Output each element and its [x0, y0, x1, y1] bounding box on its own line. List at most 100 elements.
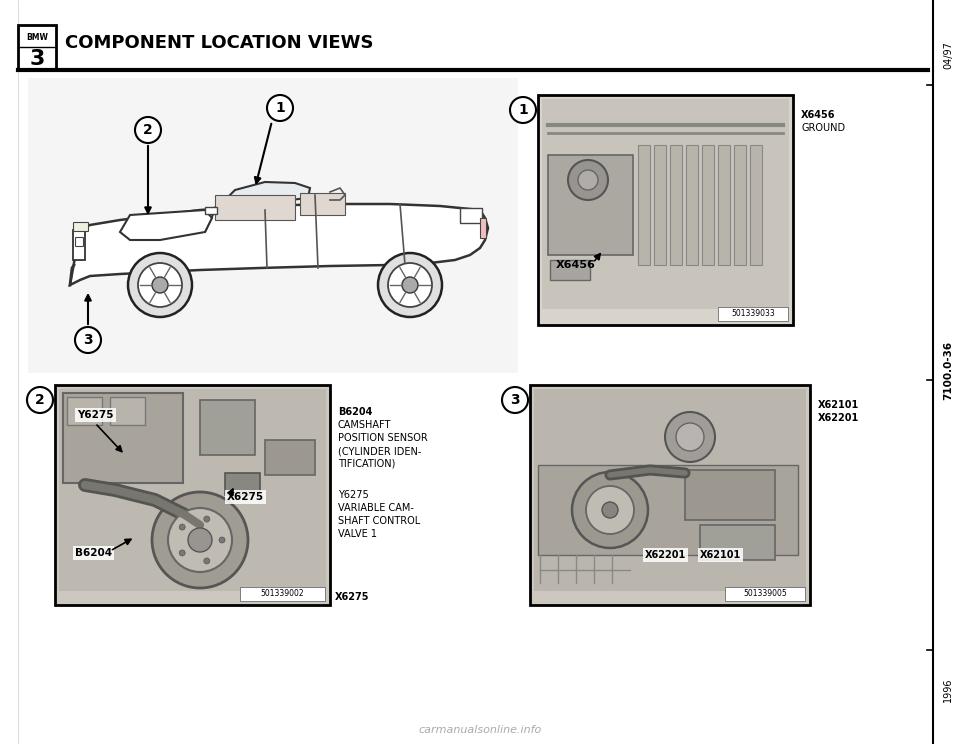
Circle shape [502, 387, 528, 413]
Bar [73, 230, 85, 260]
Text: carmanualsonline.info: carmanualsonline.info [419, 725, 541, 735]
Circle shape [568, 160, 608, 200]
Circle shape [128, 253, 192, 317]
Text: 7100.0-36: 7100.0-36 [943, 341, 953, 400]
Text: 1: 1 [276, 101, 285, 115]
Text: 3: 3 [510, 393, 519, 407]
Text: 3: 3 [84, 333, 93, 347]
Bar [750, 145, 762, 265]
Bar [28, 78, 518, 373]
Text: 2: 2 [143, 123, 153, 137]
Bar [480, 218, 486, 238]
Text: 501339005: 501339005 [743, 589, 787, 598]
Circle shape [586, 486, 634, 534]
Bar [200, 400, 255, 455]
Circle shape [602, 502, 618, 518]
Text: (CYLINDER IDEN-: (CYLINDER IDEN- [338, 446, 421, 456]
Circle shape [676, 423, 704, 451]
Text: 04/97: 04/97 [943, 41, 953, 69]
Bar [205, 207, 217, 214]
Text: 501339033: 501339033 [732, 310, 775, 318]
Circle shape [510, 97, 536, 123]
Bar [538, 95, 793, 325]
Circle shape [578, 170, 598, 190]
Circle shape [152, 492, 248, 588]
Polygon shape [205, 182, 310, 232]
Text: X6456: X6456 [556, 260, 596, 270]
Bar [718, 145, 730, 265]
Bar [530, 385, 810, 605]
Bar [215, 195, 295, 220]
Circle shape [135, 117, 161, 143]
Bar [685, 470, 775, 520]
Bar [55, 385, 330, 605]
Text: GROUND: GROUND [801, 123, 845, 133]
Circle shape [180, 550, 185, 556]
Bar [300, 193, 345, 215]
Circle shape [388, 263, 432, 307]
Text: X62201: X62201 [818, 413, 859, 423]
Text: Y6275: Y6275 [338, 490, 369, 500]
Bar [240, 587, 325, 601]
Circle shape [378, 253, 442, 317]
Circle shape [138, 263, 182, 307]
FancyBboxPatch shape [74, 222, 88, 231]
Text: COMPONENT LOCATION VIEWS: COMPONENT LOCATION VIEWS [65, 34, 373, 52]
Bar [59, 389, 326, 591]
Circle shape [152, 277, 168, 293]
Bar [265, 440, 315, 475]
Bar [542, 99, 789, 309]
Bar [67, 397, 102, 425]
Bar [225, 473, 260, 495]
Circle shape [168, 508, 232, 572]
Circle shape [572, 472, 648, 548]
Text: X6456: X6456 [801, 110, 835, 120]
Text: B6204: B6204 [338, 407, 372, 417]
Circle shape [267, 95, 293, 121]
Bar [538, 465, 798, 555]
Circle shape [219, 537, 225, 543]
Circle shape [180, 524, 185, 530]
Circle shape [402, 277, 418, 293]
Bar [18, 25, 56, 70]
Bar [110, 397, 145, 425]
Text: VARIABLE CAM-: VARIABLE CAM- [338, 503, 414, 513]
FancyBboxPatch shape [76, 237, 84, 246]
Text: 501339002: 501339002 [260, 589, 303, 598]
Text: POSITION SENSOR: POSITION SENSOR [338, 433, 428, 443]
Bar [686, 145, 698, 265]
Circle shape [204, 516, 210, 522]
Text: X62101: X62101 [818, 400, 859, 410]
Bar [734, 145, 746, 265]
Text: X62201: X62201 [645, 550, 686, 560]
Bar [534, 389, 806, 591]
Text: TIFICATION): TIFICATION) [338, 459, 396, 469]
Circle shape [75, 327, 101, 353]
Text: 3: 3 [30, 49, 45, 69]
Text: X6275: X6275 [227, 492, 264, 502]
Circle shape [204, 558, 210, 564]
Bar [654, 145, 666, 265]
Circle shape [665, 412, 715, 462]
Text: Y6275: Y6275 [77, 410, 113, 420]
Bar [702, 145, 714, 265]
Text: 1996: 1996 [943, 678, 953, 702]
Bar [460, 208, 482, 223]
Circle shape [188, 528, 212, 552]
Text: VALVE 1: VALVE 1 [338, 529, 377, 539]
Bar [700, 525, 775, 560]
Text: X6275: X6275 [335, 592, 370, 602]
Bar [548, 155, 633, 255]
Bar [638, 145, 650, 265]
Polygon shape [120, 210, 212, 240]
Text: SHAFT CONTROL: SHAFT CONTROL [338, 516, 420, 526]
Text: X62101: X62101 [700, 550, 741, 560]
Text: BMW: BMW [26, 33, 48, 42]
Polygon shape [70, 204, 488, 285]
Text: B6204: B6204 [75, 548, 112, 558]
Circle shape [27, 387, 53, 413]
Bar [670, 145, 682, 265]
Text: 1: 1 [518, 103, 528, 117]
Bar [550, 260, 590, 280]
Bar [718, 307, 788, 321]
